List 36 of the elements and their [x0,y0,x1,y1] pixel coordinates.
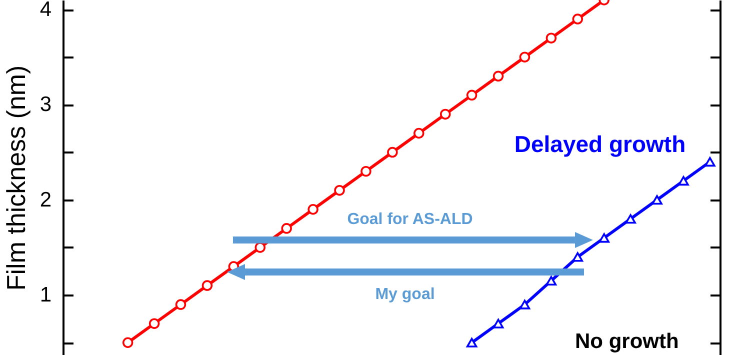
annotation: Goal for AS-ALD [347,211,473,228]
point [546,276,557,286]
point [492,318,504,328]
point [334,184,345,196]
y-tick-label: 4 [40,0,52,22]
annotation: My goal [375,286,435,303]
annotation: No growth [575,330,679,353]
y-axis-title: Film thickness (nm) [0,65,31,291]
point [414,128,424,139]
point [492,70,504,82]
point [308,204,318,215]
y-tick-label: 1 [40,284,52,307]
annotation: Delayed growth [514,131,686,157]
point [122,337,134,348]
y-tick-label: 2 [40,188,52,212]
point [254,242,266,253]
point [519,300,530,310]
point [572,252,584,262]
point [704,157,716,167]
point [652,195,662,205]
point [387,146,398,158]
point [202,280,213,291]
point [572,14,584,24]
point [466,90,478,101]
point [360,166,372,177]
point [546,32,557,44]
y-tick-label: 3 [40,93,52,116]
point [440,108,451,120]
point [175,299,186,310]
point [519,52,530,62]
point [148,318,160,329]
point [466,338,478,348]
point [625,214,636,224]
point [281,223,292,234]
point [678,176,689,186]
point [598,233,610,243]
